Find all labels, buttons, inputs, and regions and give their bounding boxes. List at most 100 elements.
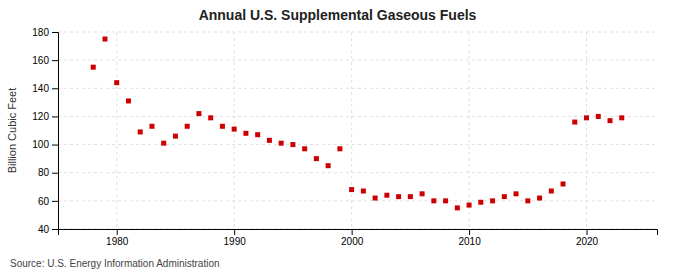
tick-mark xyxy=(352,229,353,235)
point xyxy=(608,118,613,123)
point xyxy=(314,156,319,161)
tick-mark xyxy=(117,229,118,235)
point xyxy=(349,187,354,192)
point xyxy=(208,115,213,120)
tick: 2010 xyxy=(458,229,481,247)
point xyxy=(326,163,331,168)
tick: 140 xyxy=(32,83,58,94)
chart-title: Annual U.S. Supplemental Gaseous Fuels xyxy=(199,7,477,23)
grid-line xyxy=(58,172,657,173)
tick-label: 160 xyxy=(32,55,49,66)
tick: 100 xyxy=(32,139,58,150)
point xyxy=(420,191,425,196)
axis-line xyxy=(59,230,658,236)
point xyxy=(455,205,460,210)
tick-label: 140 xyxy=(32,83,49,94)
point xyxy=(102,37,107,42)
point xyxy=(337,146,342,151)
grid-line xyxy=(351,32,352,229)
y-axis-title: Billion Cubic Feet xyxy=(6,88,18,174)
point xyxy=(267,138,272,143)
tick-mark xyxy=(52,229,58,230)
point xyxy=(619,115,624,120)
tick: 1990 xyxy=(224,229,247,247)
grid-line xyxy=(58,60,657,61)
grid-line xyxy=(58,116,657,117)
grid-line xyxy=(58,144,657,145)
tick: 160 xyxy=(32,55,58,66)
grid-line xyxy=(586,32,587,229)
point xyxy=(537,196,542,201)
point xyxy=(478,200,483,205)
tick-mark xyxy=(469,229,470,235)
point xyxy=(373,196,378,201)
point xyxy=(302,146,307,151)
x-axis: 1980 1990 2000 2010 2020 xyxy=(59,229,658,247)
point xyxy=(243,131,248,136)
point xyxy=(549,189,554,194)
point xyxy=(408,194,413,199)
point xyxy=(149,124,154,129)
source-note: Source: U.S. Energy Information Administ… xyxy=(10,258,220,269)
point xyxy=(290,142,295,147)
y-axis: 40 60 80 100 120 140 160 180 xyxy=(32,27,58,235)
tick-label: 1980 xyxy=(106,236,129,247)
tick-mark xyxy=(587,229,588,235)
point xyxy=(561,181,566,186)
tick: 1980 xyxy=(106,229,129,247)
grid-line xyxy=(116,32,117,229)
point xyxy=(232,127,237,132)
point xyxy=(126,98,131,103)
point xyxy=(114,80,119,85)
point xyxy=(514,191,519,196)
point xyxy=(384,193,389,198)
tick-mark xyxy=(52,145,58,146)
point xyxy=(196,111,201,116)
tick-mark xyxy=(234,229,235,235)
tick-label: 1990 xyxy=(224,236,247,247)
tick-label: 2020 xyxy=(576,236,599,247)
grid-line xyxy=(58,200,657,201)
grid-line xyxy=(58,32,657,33)
point xyxy=(361,189,366,194)
chart-svg: 1980 1990 2000 2010 2020 40 60 80 100 120 140 160 18… xyxy=(0,0,675,275)
point xyxy=(431,198,436,203)
point xyxy=(396,194,401,199)
point xyxy=(572,120,577,125)
points xyxy=(91,37,625,211)
point xyxy=(173,134,178,139)
tick-label: 60 xyxy=(38,196,50,207)
point xyxy=(584,115,589,120)
tick-mark xyxy=(52,32,58,33)
tick-mark xyxy=(52,88,58,89)
tick: 80 xyxy=(38,167,58,178)
point xyxy=(525,198,530,203)
point xyxy=(279,141,284,146)
tick: 2020 xyxy=(576,229,599,247)
point xyxy=(502,194,507,199)
tick: 120 xyxy=(32,111,58,122)
tick-mark xyxy=(52,173,58,174)
plot-area: 1980 1990 2000 2010 2020 40 60 80 100 120 140 160 18… xyxy=(32,27,657,247)
point xyxy=(91,65,96,70)
tick-label: 2000 xyxy=(341,236,364,247)
point xyxy=(161,141,166,146)
tick-mark xyxy=(52,201,58,202)
point xyxy=(220,124,225,129)
grid-line xyxy=(58,88,657,89)
tick: 2000 xyxy=(341,229,364,247)
tick-label: 100 xyxy=(32,139,49,150)
point xyxy=(185,124,190,129)
point xyxy=(138,129,143,134)
tick-label: 80 xyxy=(38,167,50,178)
tick-label: 180 xyxy=(32,27,49,38)
point xyxy=(443,198,448,203)
tick-mark xyxy=(52,116,58,117)
tick: 40 xyxy=(38,224,58,235)
tick-label: 40 xyxy=(38,224,50,235)
point xyxy=(490,198,495,203)
grid-line xyxy=(469,32,470,229)
tick-mark xyxy=(52,60,58,61)
grid xyxy=(58,32,657,229)
point xyxy=(255,132,260,137)
